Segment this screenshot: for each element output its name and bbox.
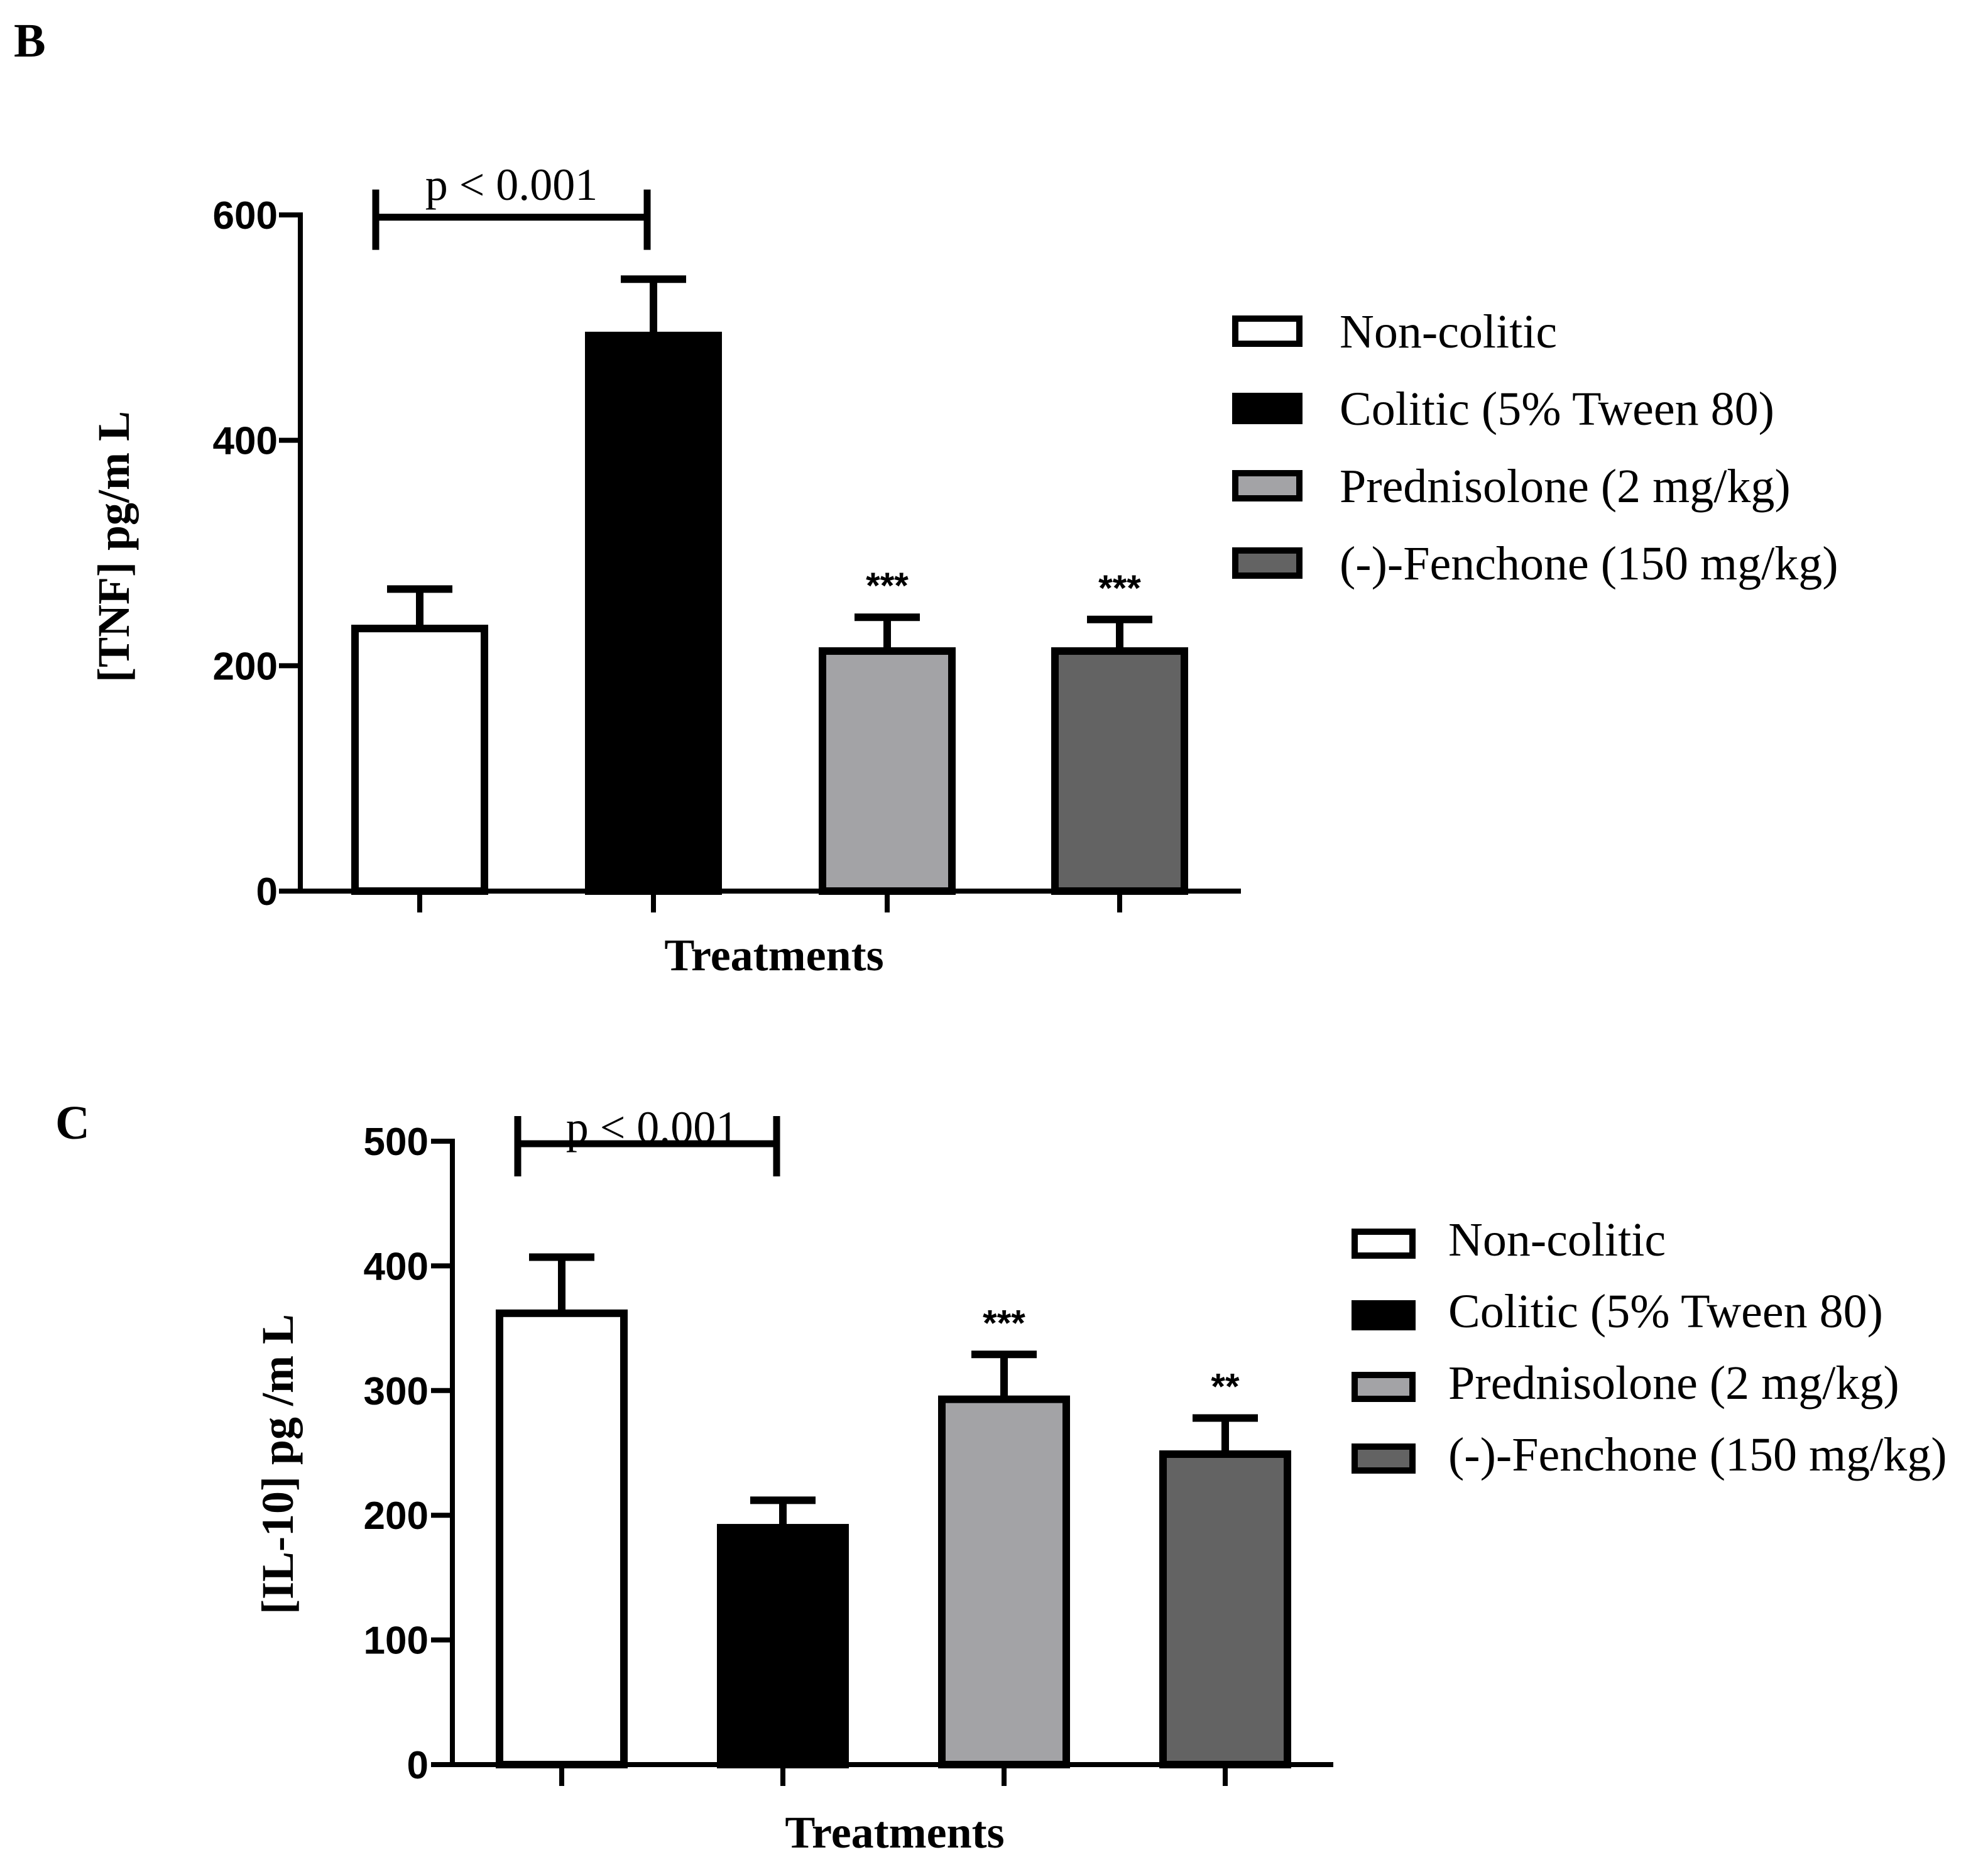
legend-label: Non-colitic bbox=[1448, 1213, 1666, 1266]
x-axis-title: Treatments bbox=[664, 930, 883, 980]
y-tick-label: 200 bbox=[364, 1494, 429, 1538]
legend-swatch bbox=[1232, 315, 1303, 347]
bar bbox=[496, 1309, 628, 1768]
legend: Non-colitic Colitic (5% Tween 80) Predni… bbox=[1448, 1213, 1947, 1481]
legend-swatch bbox=[1352, 1229, 1416, 1259]
chart-panel-b: B [TNF] pg/m L Treatments p < 0.001 Non-… bbox=[14, 14, 1838, 980]
legend-label: Prednisolone (2 mg/kg) bbox=[1448, 1357, 1899, 1410]
y-tick-label: 300 bbox=[364, 1370, 429, 1413]
panel-label: B bbox=[14, 14, 46, 67]
significance-stars: *** bbox=[983, 1303, 1025, 1344]
significance-stars: *** bbox=[866, 566, 909, 606]
legend-swatch bbox=[1232, 470, 1303, 501]
y-axis-title: [IL-10] pg /m L bbox=[253, 1314, 303, 1614]
bar bbox=[1051, 647, 1188, 895]
y-tick-label: 100 bbox=[364, 1619, 429, 1663]
significance-stars: ** bbox=[1211, 1366, 1240, 1407]
bar bbox=[819, 647, 956, 895]
y-tick-label: 400 bbox=[213, 420, 278, 463]
legend-swatch bbox=[1352, 1443, 1416, 1474]
y-tick-label: 0 bbox=[407, 1744, 429, 1787]
y-tick-label: 200 bbox=[213, 645, 278, 688]
y-tick-label: 500 bbox=[364, 1120, 429, 1164]
legend-label: Non-colitic bbox=[1340, 305, 1557, 358]
legend-label: (-)-Fenchone (150 mg/kg) bbox=[1340, 537, 1838, 590]
legend: Non-colitic Colitic (5% Tween 80) Predni… bbox=[1340, 305, 1838, 590]
legend-label: Colitic (5% Tween 80) bbox=[1448, 1285, 1883, 1338]
panel-label: C bbox=[55, 1097, 90, 1149]
bar bbox=[1159, 1450, 1291, 1768]
y-tick-label: 0 bbox=[256, 870, 278, 914]
bar bbox=[351, 625, 488, 895]
legend-swatch bbox=[1232, 547, 1303, 579]
legend-label: (-)-Fenchone (150 mg/kg) bbox=[1448, 1428, 1947, 1481]
bar bbox=[938, 1395, 1070, 1768]
legend-swatch bbox=[1352, 1372, 1416, 1402]
legend-label: Colitic (5% Tween 80) bbox=[1340, 383, 1774, 435]
y-tick-label: 600 bbox=[213, 194, 278, 238]
legend-swatch bbox=[1232, 393, 1303, 424]
y-axis-title: [TNF] pg/m L bbox=[89, 411, 139, 682]
legend-label: Prednisolone (2 mg/kg) bbox=[1340, 460, 1791, 513]
significance-bracket-label: p < 0.001 bbox=[425, 160, 598, 210]
x-axis-title: Treatments bbox=[785, 1807, 1004, 1858]
legend-swatch bbox=[1352, 1300, 1416, 1330]
y-tick-label: 400 bbox=[364, 1245, 429, 1288]
bar bbox=[717, 1524, 849, 1769]
chart-panel-c: C [IL-10] pg /m L Treatments p < 0.001 N… bbox=[55, 1097, 1947, 1858]
bar bbox=[585, 331, 722, 895]
significance-stars: *** bbox=[1098, 568, 1141, 609]
